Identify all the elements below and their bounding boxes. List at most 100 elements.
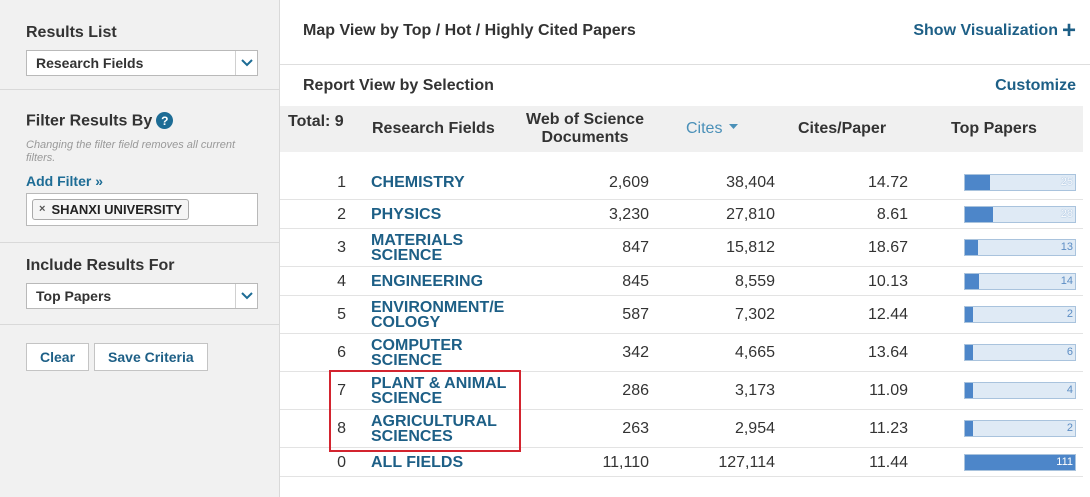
row-cites: 7,302: [734, 306, 775, 323]
research-field-link[interactable]: PHYSICS: [371, 206, 441, 222]
table-row: 0 ALL FIELDS 11,110 127,114 11.44 111: [280, 448, 1083, 477]
criteria-actions: Clear Save Criteria: [0, 325, 279, 371]
research-field-line1: ALL FIELDS: [371, 453, 464, 471]
results-list-select[interactable]: Research Fields: [26, 50, 258, 76]
top-papers-count: 2: [1066, 308, 1073, 320]
row-rank: 7: [337, 382, 346, 399]
filter-note: Changing the filter field removes all cu…: [26, 138, 236, 164]
top-papers-count: 111: [1056, 455, 1073, 468]
research-field-line1: CHEMISTRY: [371, 174, 465, 191]
add-filter-link[interactable]: Add Filter »: [26, 172, 104, 189]
research-field-link[interactable]: CHEMISTRY: [371, 174, 465, 191]
top-papers-bar-fill: [965, 345, 973, 360]
table-row: 8 AGRICULTURAL SCIENCES 263 2,954 11.23 2: [280, 410, 1083, 448]
top-papers-bar[interactable]: 6: [964, 344, 1076, 361]
row-cites: 8,559: [734, 272, 775, 290]
header-cites-label: Cites: [686, 120, 723, 137]
top-papers-count: 2: [1066, 422, 1073, 434]
row-cites: 2,954: [734, 420, 775, 437]
show-visualization-link[interactable]: Show Visualization +: [913, 16, 1076, 44]
table-row: 4 ENGINEERING 845 8,559 10.13 14: [280, 267, 1083, 296]
research-field-link[interactable]: PLANT & ANIMAL SCIENCE: [371, 375, 507, 407]
total-count: Total: 9: [288, 113, 344, 130]
research-field-line2: SCIENCE: [371, 390, 443, 407]
row-documents: 2,609: [608, 174, 649, 191]
row-cites: 4,665: [734, 344, 775, 361]
research-field-line1: ENVIRONMENT/E: [371, 299, 505, 316]
filter-chip-label: SHANXI UNIVERSITY: [51, 201, 183, 217]
top-papers-bar[interactable]: 111: [964, 453, 1076, 471]
map-view-title: Map View by Top / Hot / Highly Cited Pap…: [303, 21, 636, 39]
chevron-down-icon[interactable]: [235, 51, 257, 75]
header-research-fields[interactable]: Research Fields: [372, 120, 495, 137]
header-documents-line1: Web of Science: [526, 111, 644, 128]
remove-chip-icon[interactable]: ×: [39, 203, 46, 215]
results-list-title: Results List: [26, 24, 117, 41]
row-rank: 1: [337, 174, 346, 191]
research-field-link[interactable]: AGRICULTURAL SCIENCES: [371, 414, 497, 445]
map-view-bar: Map View by Top / Hot / Highly Cited Pap…: [280, 0, 1090, 65]
table-header: Total: 9 Research Fields Web of Science …: [280, 106, 1083, 152]
clear-button[interactable]: Clear: [26, 343, 90, 371]
include-select-value: Top Papers: [36, 288, 112, 304]
top-papers-bar-fill: [965, 175, 990, 190]
row-cites-per-paper: 11.44: [869, 453, 908, 471]
top-papers-bar[interactable]: 2: [964, 420, 1076, 437]
row-documents: 3,230: [608, 205, 649, 223]
row-cites-per-paper: 18.67: [867, 239, 908, 256]
top-papers-bar[interactable]: 25: [964, 174, 1076, 191]
results-list-section: Results List Research Fields: [0, 0, 279, 90]
filter-section: Filter Results By? Changing the filter f…: [0, 90, 279, 243]
top-papers-count: 4: [1066, 384, 1073, 396]
row-cites: 127,114: [718, 453, 775, 471]
row-cites: 38,404: [726, 174, 775, 191]
top-papers-count: 14: [1060, 274, 1073, 287]
research-field-link[interactable]: ENGINEERING: [371, 273, 483, 289]
table-row: 2 PHYSICS 3,230 27,810 8.61 28: [280, 200, 1083, 229]
results-list-select-value: Research Fields: [36, 55, 144, 71]
top-papers-bar[interactable]: 2: [964, 306, 1076, 323]
filter-chip: × SHANXI UNIVERSITY: [32, 198, 190, 220]
table-row: 1 CHEMISTRY 2,609 38,404 14.72 25: [280, 166, 1083, 200]
research-field-line1: PLANT & ANIMAL: [371, 375, 507, 392]
header-cites-per-paper[interactable]: Cites/Paper: [798, 120, 887, 137]
row-cites-per-paper: 12.44: [867, 306, 908, 323]
research-field-line1: MATERIALS: [371, 232, 464, 249]
filter-title-text: Filter Results By: [26, 112, 153, 130]
top-papers-bar[interactable]: 4: [964, 382, 1076, 399]
top-papers-bar-fill: [965, 273, 979, 289]
top-papers-bar[interactable]: 14: [964, 272, 1076, 290]
top-papers-bar[interactable]: 13: [964, 239, 1076, 256]
header-cites[interactable]: Cites: [686, 120, 738, 138]
help-icon[interactable]: ?: [156, 112, 174, 129]
row-rank: 5: [337, 306, 346, 323]
row-documents: 286: [622, 382, 649, 399]
row-documents: 263: [622, 420, 649, 437]
row-cites-per-paper: 14.72: [867, 174, 908, 191]
header-documents-line2: Documents: [541, 129, 629, 146]
table-row: 6 COMPUTER SCIENCE 342 4,665 13.64 6: [280, 334, 1083, 372]
chevron-down-icon[interactable]: [235, 284, 257, 308]
research-field-link[interactable]: COMPUTER SCIENCE: [371, 338, 463, 369]
row-rank: 4: [337, 272, 346, 290]
research-field-line2: COLOGY: [371, 314, 441, 331]
research-field-link[interactable]: ENVIRONMENT/E COLOGY: [371, 299, 505, 331]
top-papers-count: 6: [1066, 346, 1073, 358]
row-documents: 847: [622, 239, 649, 256]
include-select[interactable]: Top Papers: [26, 283, 258, 309]
header-top-papers[interactable]: Top Papers: [951, 120, 1037, 137]
research-field-line2: SCIENCES: [371, 428, 453, 445]
row-rank: 0: [337, 453, 346, 471]
highlight-box: [329, 370, 521, 452]
research-field-link[interactable]: ALL FIELDS: [371, 453, 464, 471]
research-field-link[interactable]: MATERIALS SCIENCE: [371, 232, 464, 264]
top-papers-bar[interactable]: 28: [964, 205, 1076, 223]
header-documents[interactable]: Web of Science Documents: [525, 111, 645, 147]
plus-icon: +: [1061, 16, 1076, 44]
top-papers-bar-fill: [965, 307, 973, 322]
save-criteria-button[interactable]: Save Criteria: [94, 343, 208, 371]
filter-field[interactable]: × SHANXI UNIVERSITY: [26, 192, 258, 226]
top-papers-count: 28: [1060, 207, 1073, 220]
customize-link[interactable]: Customize: [995, 76, 1076, 94]
row-documents: 342: [622, 344, 649, 361]
